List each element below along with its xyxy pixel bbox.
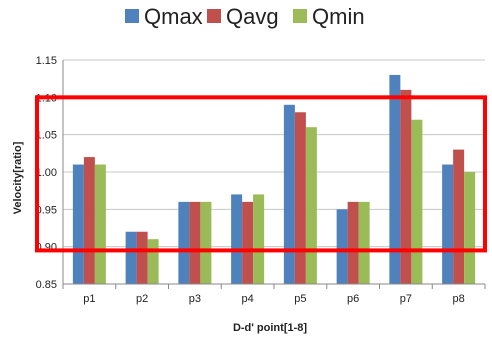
bar-qmin-p1 xyxy=(94,164,106,284)
bar-qavg-p4 xyxy=(242,201,254,284)
bar-qmax-p7 xyxy=(389,74,401,284)
bar-qmin-p6 xyxy=(358,201,370,284)
bar-qmax-p8 xyxy=(442,164,454,284)
bar-qavg-p1 xyxy=(83,157,95,284)
bar-qavg-p6 xyxy=(347,201,359,284)
legend: Qmax Qavg Qmin xyxy=(125,4,365,29)
x-tick-label: p1 xyxy=(83,293,95,305)
bars xyxy=(72,74,476,285)
x-tick-label: p2 xyxy=(136,293,148,305)
bar-qavg-p2 xyxy=(136,231,148,284)
y-tick-label: 1.15 xyxy=(36,55,57,67)
legend-swatch-qmin xyxy=(293,9,307,23)
bar-qmax-p3 xyxy=(178,201,190,284)
y-tick-label: 1.00 xyxy=(36,167,57,179)
highlight-rectangle xyxy=(35,95,487,253)
bar-qmin-p3 xyxy=(200,201,212,284)
bar-qmax-p2 xyxy=(125,231,137,284)
x-tick-label: p8 xyxy=(453,293,465,305)
bar-qmax-p4 xyxy=(231,194,243,284)
legend-swatch-qmax xyxy=(125,9,139,23)
y-axis-label: Velocity[ratio] xyxy=(12,141,24,214)
bar-qmin-p4 xyxy=(253,194,265,284)
bar-qavg-p7 xyxy=(400,89,412,284)
y-tick-label: 0.85 xyxy=(36,279,57,291)
bar-qavg-p8 xyxy=(453,149,465,284)
bar-qmax-p6 xyxy=(336,209,348,284)
x-tick-label: p5 xyxy=(294,293,306,305)
y-tick-label: 0.95 xyxy=(36,204,57,216)
x-tick-label: p4 xyxy=(242,293,254,305)
x-tick-label: p3 xyxy=(189,293,201,305)
bar-qmin-p2 xyxy=(147,239,159,284)
legend-label-qmin: Qmin xyxy=(312,4,365,29)
bar-qmin-p8 xyxy=(464,172,476,284)
bar-qmax-p1 xyxy=(72,164,84,284)
bar-qavg-p5 xyxy=(294,112,306,285)
x-axis-label: D-d' point[1-8] xyxy=(233,322,307,334)
x-tick-label: p7 xyxy=(400,293,412,305)
legend-label-qavg: Qavg xyxy=(226,4,279,29)
bar-qmin-p5 xyxy=(305,127,317,284)
bar-qmax-p5 xyxy=(283,104,295,284)
legend-label-qmax: Qmax xyxy=(144,4,203,29)
x-tick-label: p6 xyxy=(347,293,359,305)
bar-qmin-p7 xyxy=(411,119,423,284)
y-tick-label: 1.05 xyxy=(36,130,57,142)
legend-swatch-qavg xyxy=(207,9,221,23)
bar-qavg-p3 xyxy=(189,201,201,284)
